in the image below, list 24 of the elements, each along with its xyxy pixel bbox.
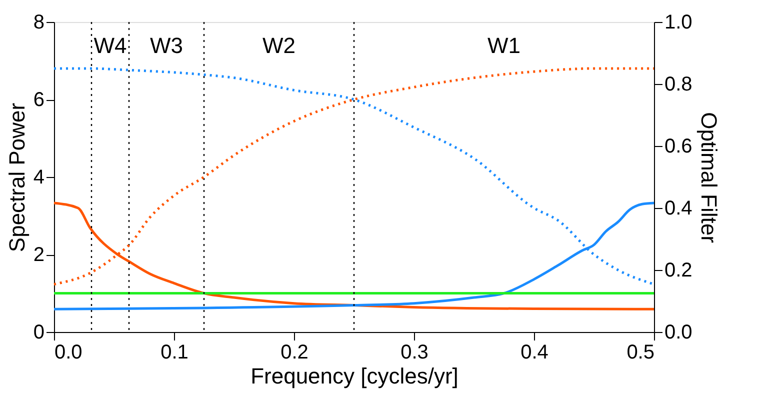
y-axis-title: Spectral Power — [4, 102, 30, 252]
x-tick-label: 0.4 — [520, 342, 548, 364]
y2-tick-label: 0.2 — [664, 260, 692, 282]
annotation: W4 — [94, 33, 127, 58]
y-tick-label: 8 — [33, 12, 44, 34]
annotation: W2 — [262, 33, 296, 58]
y2-tick-label: 0.8 — [664, 74, 692, 96]
x-tick-label: 0.2 — [280, 342, 308, 364]
annotation: W1 — [488, 33, 520, 58]
y2-axis-title: Optimal Filter — [696, 112, 722, 243]
x-tick-label: 0.3 — [400, 342, 428, 364]
y2-tick-label: 0.6 — [664, 136, 692, 158]
y2-tick-label: 1.0 — [664, 12, 692, 34]
x-tick-label: 0.1 — [160, 342, 188, 364]
annotation: W3 — [150, 33, 183, 58]
x-tick-label: 0.0 — [54, 342, 82, 364]
y-tick-label: 2 — [33, 244, 44, 266]
x-axis-title: Frequency [cycles/yr] — [250, 364, 458, 388]
y-tick-label: 6 — [33, 89, 44, 111]
y-tick-label: 0 — [33, 322, 44, 344]
y-tick-label: 4 — [33, 166, 44, 188]
y2-tick-label: 0.0 — [664, 322, 692, 344]
x-tick-label: 0.5 — [626, 342, 654, 364]
y2-tick-label: 0.4 — [664, 198, 692, 220]
